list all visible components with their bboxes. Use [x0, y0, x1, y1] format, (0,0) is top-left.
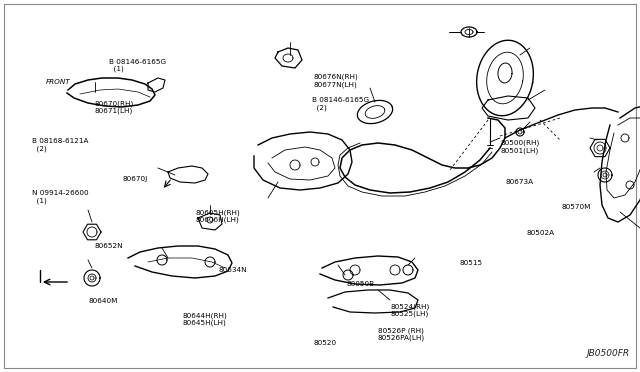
Text: 80634N: 80634N: [219, 267, 248, 273]
Text: 80676N(RH)
80677N(LH): 80676N(RH) 80677N(LH): [314, 74, 358, 88]
Text: B 08146-6165G
  (2): B 08146-6165G (2): [312, 97, 369, 111]
Text: B 08168-6121A
  (2): B 08168-6121A (2): [32, 138, 88, 152]
Text: 80524(RH)
80525(LH): 80524(RH) 80525(LH): [390, 303, 429, 317]
Text: N 09914-26600
  (1): N 09914-26600 (1): [32, 190, 88, 204]
Text: 80502A: 80502A: [526, 230, 554, 236]
Text: 80515: 80515: [460, 260, 483, 266]
Text: 80520: 80520: [314, 340, 337, 346]
Text: 80526P (RH)
80526PA(LH): 80526P (RH) 80526PA(LH): [378, 327, 425, 341]
Text: JB0500FR: JB0500FR: [587, 349, 630, 358]
Text: 80640M: 80640M: [88, 298, 118, 304]
Text: 80570M: 80570M: [562, 204, 591, 210]
Text: 80500(RH)
80501(LH): 80500(RH) 80501(LH): [500, 140, 540, 154]
Text: 80673A: 80673A: [506, 179, 534, 185]
Text: 80644H(RH)
80645H(LH): 80644H(RH) 80645H(LH): [182, 312, 227, 327]
Text: 80670(RH)
80671(LH): 80670(RH) 80671(LH): [95, 100, 134, 115]
Text: 80670J: 80670J: [123, 176, 148, 182]
Text: FRONT: FRONT: [46, 79, 70, 85]
Text: 80652N: 80652N: [95, 243, 124, 248]
Text: 80050B: 80050B: [347, 281, 375, 287]
Text: B 08146-6165G
  (1): B 08146-6165G (1): [109, 59, 166, 72]
Text: 80605H(RH)
80606H(LH): 80605H(RH) 80606H(LH): [195, 209, 240, 223]
